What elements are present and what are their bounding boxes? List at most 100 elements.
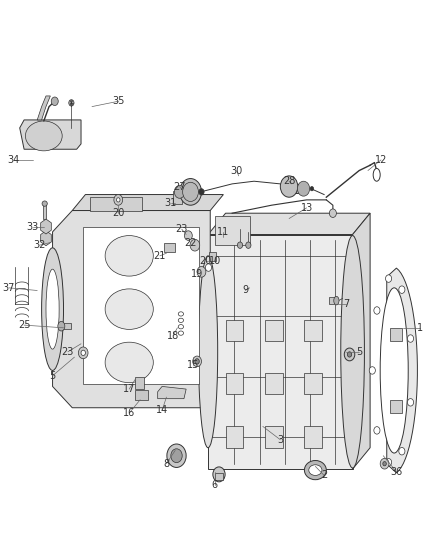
Ellipse shape — [46, 269, 59, 349]
Ellipse shape — [304, 461, 326, 480]
Text: 9: 9 — [242, 286, 248, 295]
Circle shape — [383, 462, 386, 466]
Circle shape — [399, 448, 405, 455]
Text: 30: 30 — [230, 166, 243, 175]
Ellipse shape — [373, 168, 380, 181]
Text: 32: 32 — [33, 240, 46, 250]
Text: 33: 33 — [27, 222, 39, 231]
Circle shape — [310, 187, 314, 191]
Bar — [304, 373, 322, 394]
Text: 28: 28 — [283, 176, 295, 186]
Text: 5: 5 — [49, 371, 56, 381]
Bar — [304, 320, 322, 341]
Circle shape — [237, 242, 243, 248]
Ellipse shape — [25, 121, 62, 151]
Bar — [135, 377, 144, 389]
Polygon shape — [37, 96, 50, 120]
Bar — [390, 328, 402, 341]
Ellipse shape — [171, 449, 182, 463]
Circle shape — [193, 356, 201, 367]
Text: 3: 3 — [277, 435, 283, 445]
Bar — [265, 373, 283, 394]
Text: 31: 31 — [165, 198, 177, 207]
Ellipse shape — [105, 289, 153, 329]
Bar — [265, 320, 283, 341]
Circle shape — [69, 100, 74, 106]
Circle shape — [380, 458, 389, 469]
Text: 23: 23 — [176, 224, 188, 234]
Ellipse shape — [334, 296, 339, 305]
Circle shape — [117, 198, 120, 202]
Text: 34: 34 — [7, 155, 19, 165]
Polygon shape — [41, 219, 51, 234]
Text: 5: 5 — [356, 347, 362, 357]
Bar — [215, 473, 223, 480]
Text: 37: 37 — [3, 283, 15, 293]
Text: 21: 21 — [154, 251, 166, 261]
Ellipse shape — [341, 236, 364, 468]
Ellipse shape — [105, 342, 153, 383]
Text: 14: 14 — [156, 406, 168, 415]
Text: 13: 13 — [300, 203, 313, 213]
Ellipse shape — [280, 176, 298, 197]
Circle shape — [114, 195, 123, 205]
Circle shape — [195, 359, 199, 364]
Polygon shape — [353, 213, 370, 469]
Text: 8: 8 — [163, 459, 170, 469]
Text: 36: 36 — [390, 467, 403, 477]
Text: 12: 12 — [375, 155, 387, 165]
Bar — [164, 243, 175, 252]
Circle shape — [344, 348, 355, 361]
Bar — [328, 297, 337, 304]
Circle shape — [374, 426, 380, 434]
Text: 35: 35 — [112, 96, 124, 106]
Text: 7: 7 — [343, 299, 349, 309]
Bar — [289, 184, 302, 193]
Circle shape — [374, 307, 380, 314]
Text: 15: 15 — [187, 360, 199, 370]
Ellipse shape — [180, 179, 201, 205]
Bar — [180, 187, 191, 197]
Circle shape — [199, 189, 204, 195]
Text: 22: 22 — [184, 238, 197, 247]
Ellipse shape — [105, 236, 153, 276]
Polygon shape — [387, 268, 417, 473]
Circle shape — [385, 275, 392, 282]
Text: 6: 6 — [212, 480, 218, 490]
Text: 20: 20 — [112, 208, 124, 218]
Circle shape — [78, 347, 88, 359]
Bar — [135, 390, 148, 400]
Polygon shape — [208, 213, 370, 235]
Bar — [208, 235, 353, 469]
Circle shape — [190, 239, 200, 251]
Circle shape — [369, 367, 375, 374]
Ellipse shape — [167, 444, 186, 467]
Circle shape — [246, 242, 251, 248]
Circle shape — [197, 266, 206, 277]
Text: 16: 16 — [123, 408, 135, 418]
Bar — [173, 191, 182, 204]
Text: 1: 1 — [417, 323, 424, 333]
Polygon shape — [20, 120, 81, 149]
Polygon shape — [41, 231, 51, 246]
Bar — [265, 426, 283, 448]
Bar — [83, 227, 199, 384]
Text: 2: 2 — [321, 471, 327, 480]
Text: 19: 19 — [191, 270, 203, 279]
Text: 25: 25 — [18, 320, 30, 330]
Bar — [226, 320, 243, 341]
Ellipse shape — [183, 182, 198, 201]
Circle shape — [81, 350, 85, 356]
Ellipse shape — [42, 201, 47, 206]
Bar — [209, 252, 216, 261]
Bar — [90, 197, 142, 211]
Circle shape — [347, 352, 352, 357]
Ellipse shape — [309, 465, 322, 475]
Text: 10: 10 — [208, 256, 221, 266]
Bar — [390, 400, 402, 413]
Bar — [43, 204, 46, 219]
Ellipse shape — [213, 467, 225, 482]
Text: 17: 17 — [123, 384, 135, 394]
Text: 27: 27 — [173, 182, 186, 191]
Polygon shape — [158, 386, 186, 399]
